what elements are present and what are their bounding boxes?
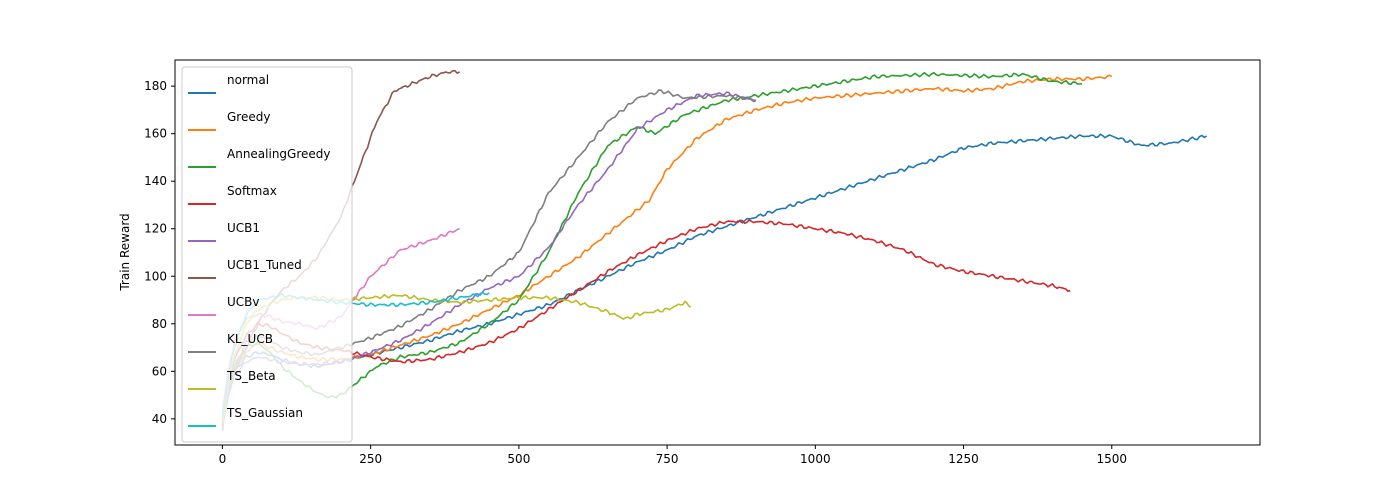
- series-line-softmax: [221, 219, 1071, 420]
- x-tick-label: 1500: [1097, 452, 1128, 466]
- y-axis: 40 60 80 100 120 140 160 180: [144, 79, 175, 426]
- y-tick-label: 180: [144, 79, 167, 93]
- y-tick-label: 60: [152, 364, 167, 378]
- legend-label: KL_UCB: [227, 332, 273, 346]
- x-tick-label: 0: [219, 452, 227, 466]
- x-axis: 0 250 500 750 1000 1250 1500: [219, 445, 1127, 466]
- y-tick-label: 80: [152, 317, 167, 331]
- y-tick-label: 40: [152, 412, 167, 426]
- legend-label: TS_Gaussian: [226, 406, 303, 420]
- x-tick-label: 750: [656, 452, 679, 466]
- y-axis-label: Train Reward: [118, 213, 132, 291]
- y-tick-label: 120: [144, 222, 167, 236]
- x-tick-label: 1000: [800, 452, 831, 466]
- legend-label: AnnealingGreedy: [227, 147, 331, 161]
- plot-frame: [174, 59, 1261, 446]
- x-tick-label: 1250: [948, 452, 979, 466]
- legend-label: normal: [227, 73, 269, 87]
- legend: normal Greedy AnnealingGreedy Softmax UCB1 UC…: [181, 66, 353, 443]
- y-tick-label: 100: [144, 269, 167, 283]
- legend-label: Greedy: [227, 110, 270, 124]
- y-tick-label: 140: [144, 174, 167, 188]
- legend-box: [181, 66, 353, 443]
- series-line-greedy: [221, 74, 1113, 427]
- legend-label: Softmax: [227, 184, 277, 198]
- legend-label: TS_Beta: [226, 369, 276, 383]
- x-tick-label: 250: [359, 452, 382, 466]
- y-tick-label: 160: [144, 127, 167, 141]
- legend-label: UCBv: [227, 295, 260, 309]
- series-line-annealinggreedy: [221, 71, 1083, 424]
- legend-label: UCB1: [227, 221, 260, 235]
- x-tick-label: 500: [507, 452, 530, 466]
- legend-label: UCB1_Tuned: [227, 258, 302, 272]
